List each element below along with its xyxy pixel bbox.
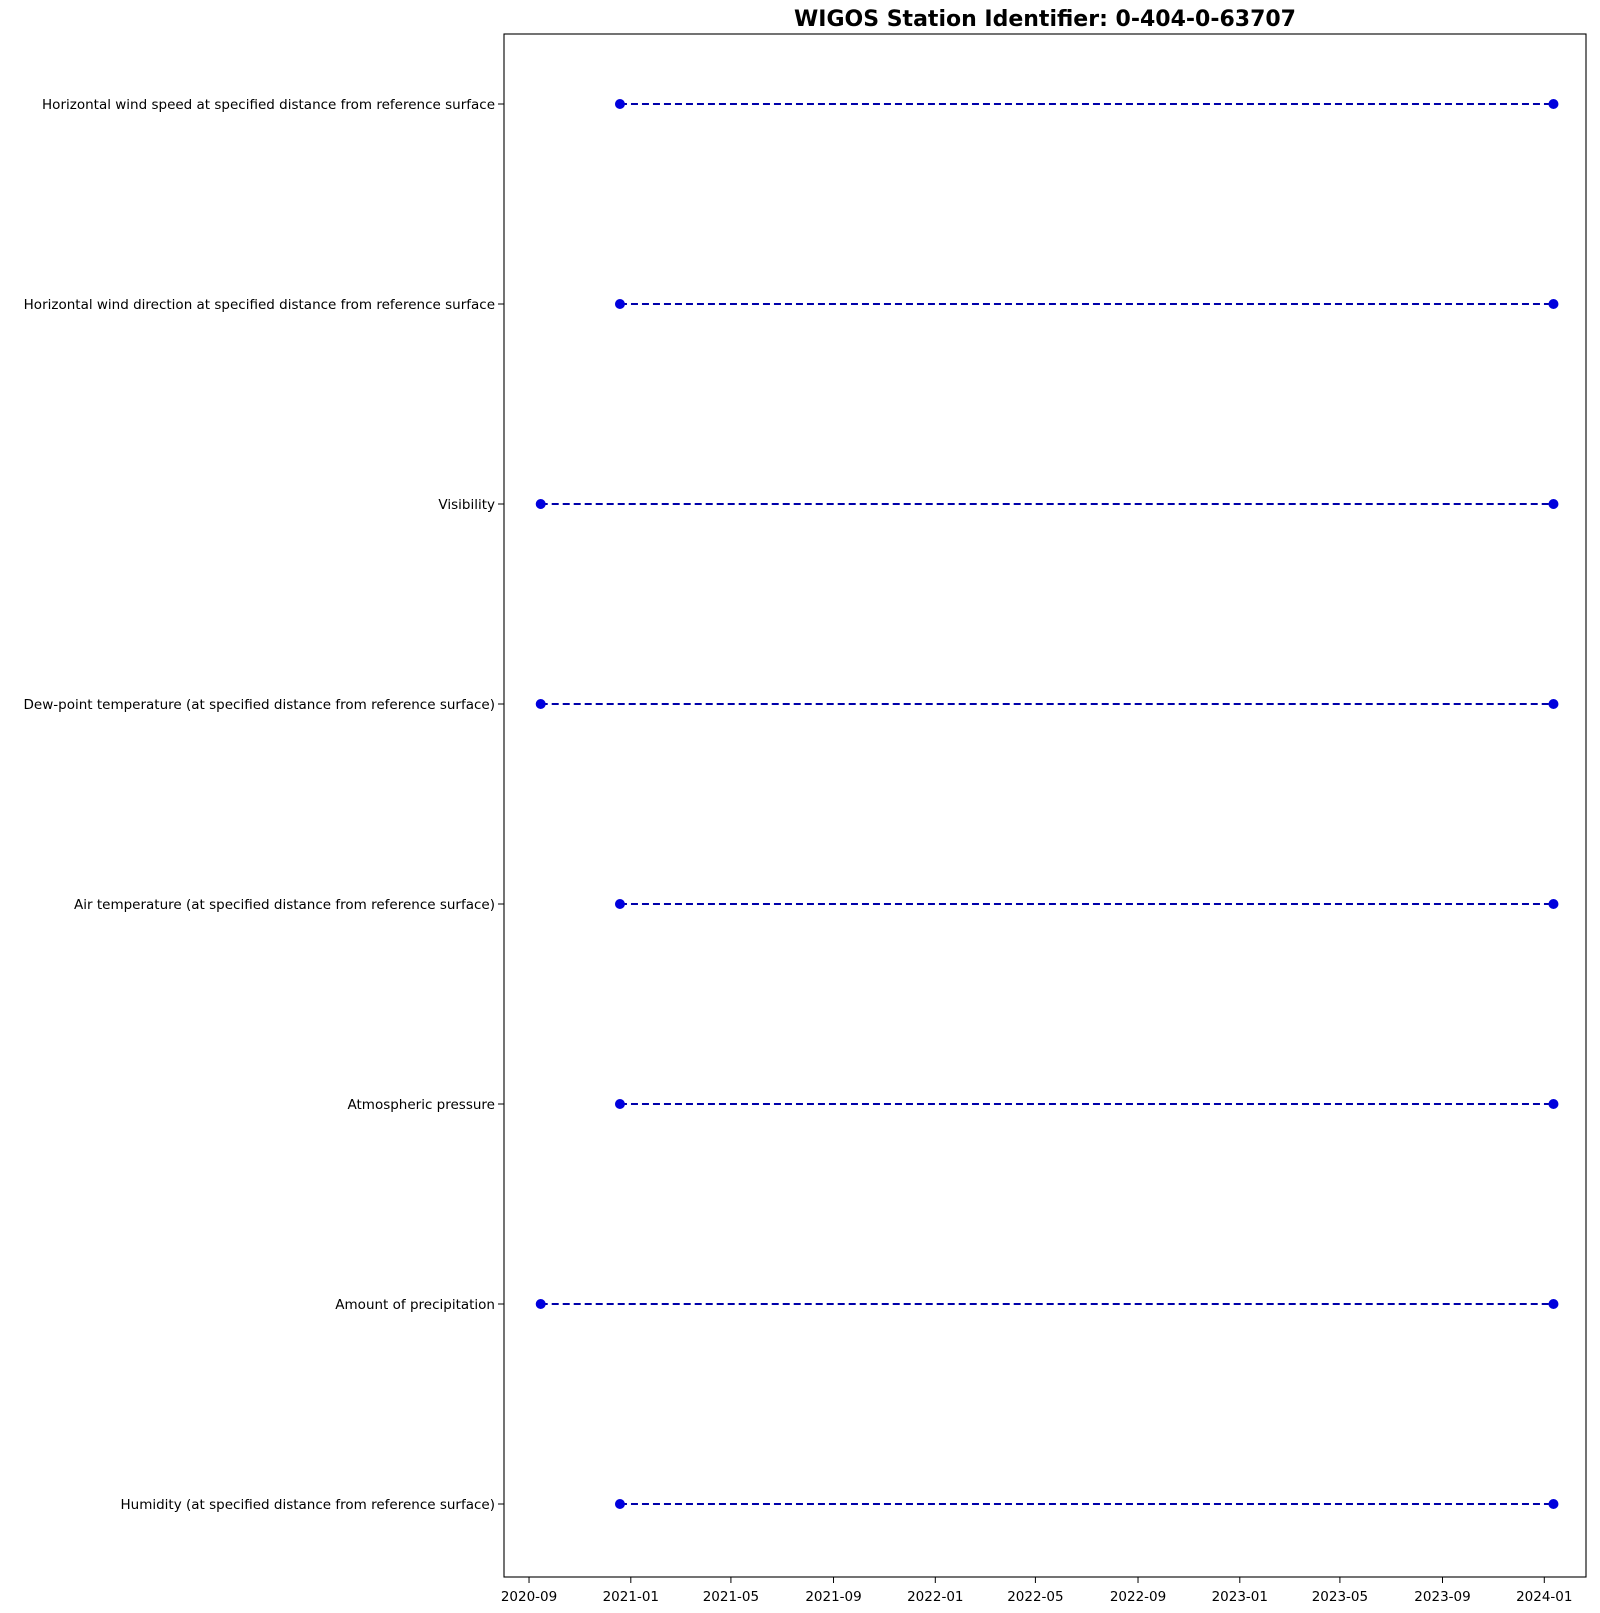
start-point bbox=[535, 699, 546, 709]
x-tick-label: 2023-01 bbox=[1212, 1589, 1268, 1605]
y-tick-label: Air temperature (at specified distance f… bbox=[74, 897, 495, 913]
y-tick-label: Horizontal wind speed at specified dista… bbox=[42, 97, 495, 113]
start-point bbox=[535, 499, 546, 509]
plot-frame bbox=[503, 33, 1587, 1578]
start-point bbox=[535, 1299, 546, 1309]
series-layer bbox=[535, 99, 1559, 1509]
start-point bbox=[614, 299, 625, 309]
y-tick-label: Visibility bbox=[438, 497, 495, 513]
x-tick-label: 2021-09 bbox=[805, 1589, 861, 1605]
start-point bbox=[614, 99, 625, 109]
end-point bbox=[1548, 1299, 1559, 1309]
end-point bbox=[1548, 1499, 1559, 1509]
start-point bbox=[614, 1099, 625, 1109]
x-tick-label: 2022-05 bbox=[1007, 1589, 1063, 1605]
chart-title: WIGOS Station Identifier: 0-404-0-63707 bbox=[794, 7, 1296, 32]
end-point bbox=[1548, 99, 1559, 109]
y-tick-label: Horizontal wind direction at specified d… bbox=[24, 297, 495, 313]
start-point bbox=[614, 899, 625, 909]
y-tick-label: Dew-point temperature (at specified dist… bbox=[24, 697, 495, 713]
y-tick-label: Humidity (at specified distance from ref… bbox=[121, 1497, 496, 1513]
end-point bbox=[1548, 899, 1559, 909]
x-tick-label: 2021-01 bbox=[603, 1589, 659, 1605]
y-tick-label: Atmospheric pressure bbox=[348, 1097, 496, 1113]
x-tick-label: 2022-09 bbox=[1110, 1589, 1166, 1605]
start-point bbox=[614, 1499, 625, 1509]
end-point bbox=[1548, 499, 1559, 509]
x-tick-label: 2024-01 bbox=[1516, 1589, 1572, 1605]
axes-layer: 2020-09 2021-01 2021-05 2021-09 2022-01 2022-… bbox=[24, 97, 1573, 1605]
x-tick-label: 2022-01 bbox=[907, 1589, 963, 1605]
end-point bbox=[1548, 699, 1559, 709]
x-tick-label: 2020-09 bbox=[501, 1589, 557, 1605]
y-tick-label: Amount of precipitation bbox=[335, 1297, 495, 1313]
end-point bbox=[1548, 299, 1559, 309]
x-tick-label: 2021-05 bbox=[703, 1589, 759, 1605]
x-tick-label: 2023-09 bbox=[1414, 1589, 1470, 1605]
x-tick-label: 2023-05 bbox=[1312, 1589, 1368, 1605]
end-point bbox=[1548, 1099, 1559, 1109]
